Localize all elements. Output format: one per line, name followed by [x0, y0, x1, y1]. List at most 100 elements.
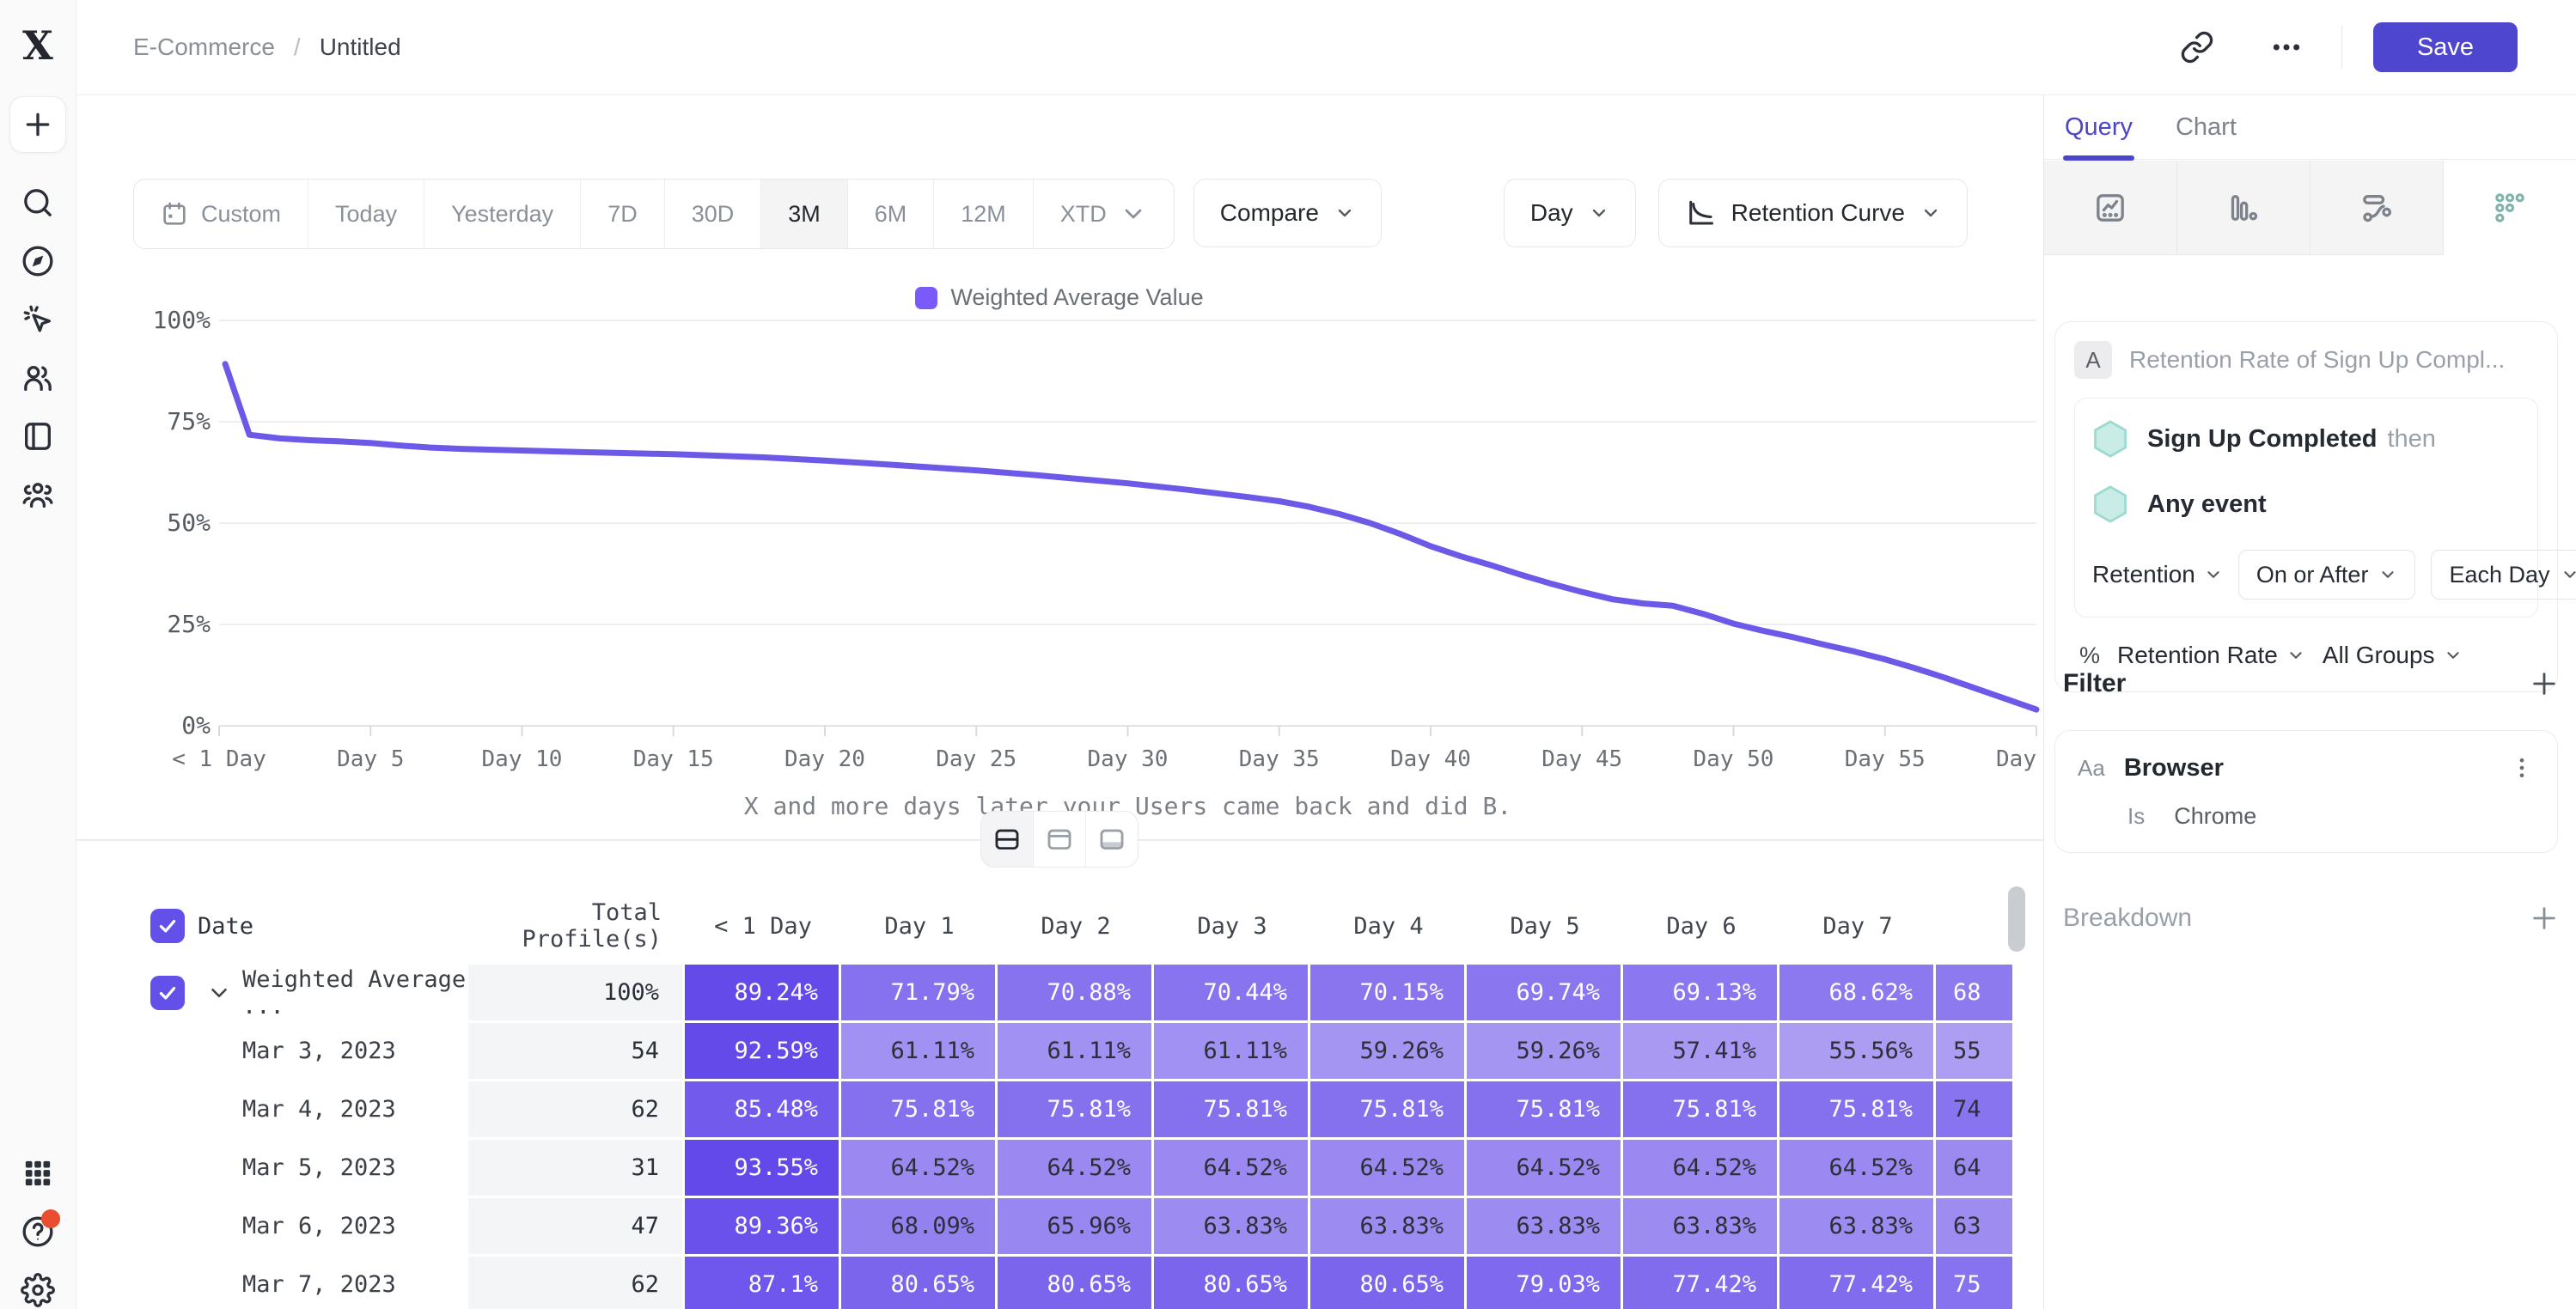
- groups-dropdown[interactable]: All Groups: [2323, 642, 2463, 669]
- breadcrumb-project[interactable]: E-Commerce: [133, 33, 275, 60]
- retention-cell[interactable]: 75.81%: [1467, 1081, 1623, 1137]
- retention-cell[interactable]: 65.96%: [998, 1198, 1154, 1254]
- retention-cell[interactable]: 74: [1936, 1081, 2015, 1137]
- retention-cell[interactable]: 64: [1936, 1140, 2015, 1196]
- retention-cell[interactable]: 68.09%: [841, 1198, 998, 1254]
- sidebar-button-plus[interactable]: [9, 96, 66, 153]
- retention-cell[interactable]: 70.15%: [1310, 965, 1467, 1020]
- table-row[interactable]: Mar 7, 2023 62 87.1% 80.65% 80.65% 80.65% 80.6…: [76, 1257, 2015, 1309]
- range-option-today[interactable]: Today: [308, 180, 425, 248]
- breadcrumb-current[interactable]: Untitled: [319, 33, 401, 60]
- retention-cell[interactable]: 77.42%: [1779, 1257, 1936, 1309]
- sidebar-button-library[interactable]: [14, 412, 62, 460]
- range-option-30d[interactable]: 30D: [665, 180, 762, 248]
- table-row[interactable]: Mar 3, 2023 54 92.59% 61.11% 61.11% 61.11% 59.…: [76, 1023, 2015, 1079]
- retention-cell[interactable]: 75.81%: [841, 1081, 998, 1137]
- event-b-row[interactable]: Any event: [2092, 484, 2520, 524]
- filter-card[interactable]: Aa Browser Is Chrome: [2054, 730, 2558, 853]
- top-panel-view-toggle[interactable]: [1034, 812, 1086, 867]
- column-header-day-2[interactable]: Day 2: [1041, 912, 1111, 940]
- range-option-xtd[interactable]: XTD: [1034, 180, 1174, 248]
- chart-type-tab-insights-chart[interactable]: [2044, 161, 2177, 255]
- retention-cell[interactable]: 77.42%: [1623, 1257, 1779, 1309]
- chart-type-tab-flows-chart[interactable]: [2310, 161, 2444, 255]
- retention-cell[interactable]: 64.52%: [998, 1140, 1154, 1196]
- retention-cell[interactable]: 89.36%: [685, 1198, 841, 1254]
- range-option-yesterday[interactable]: Yesterday: [424, 180, 582, 248]
- sidebar-button-compass[interactable]: [14, 237, 62, 285]
- retention-cell[interactable]: 79.03%: [1467, 1257, 1623, 1309]
- sidebar-button-apps-grid[interactable]: [14, 1149, 62, 1197]
- column-header-day-7[interactable]: Day 7: [1822, 912, 1893, 940]
- row-checkbox[interactable]: [150, 909, 185, 943]
- range-option-7d[interactable]: 7D: [581, 180, 665, 248]
- retention-cell[interactable]: 61.11%: [1154, 1023, 1310, 1079]
- retention-cell[interactable]: 63: [1936, 1198, 2015, 1254]
- expand-row-icon[interactable]: [206, 980, 232, 1006]
- retention-cell[interactable]: 87.1%: [685, 1257, 841, 1309]
- range-option-3m[interactable]: 3M: [761, 180, 848, 248]
- retention-line-chart[interactable]: 100% 75% 50% 25% 0% < 1 Day Day 5 Day 10 Day 15 D…: [76, 292, 2043, 825]
- column-header-day-5[interactable]: Day 5: [1510, 912, 1580, 940]
- table-row[interactable]: Weighted Average ... 100% 89.24% 71.79% 70.8…: [76, 965, 2015, 1020]
- retention-cell[interactable]: 80.65%: [1154, 1257, 1310, 1309]
- retention-cell[interactable]: 63.83%: [1467, 1198, 1623, 1254]
- retention-cell[interactable]: 64.52%: [1779, 1140, 1936, 1196]
- retention-cell[interactable]: 93.55%: [685, 1140, 841, 1196]
- retention-cell[interactable]: 59.26%: [1467, 1023, 1623, 1079]
- retention-cell[interactable]: 64.52%: [1467, 1140, 1623, 1196]
- retention-cell[interactable]: 80.65%: [841, 1257, 998, 1309]
- range-option-12m[interactable]: 12M: [934, 180, 1034, 248]
- column-header-day-1[interactable]: Day 1: [884, 912, 955, 940]
- retention-cell[interactable]: 75.81%: [998, 1081, 1154, 1137]
- retention-cell[interactable]: 64.52%: [1310, 1140, 1467, 1196]
- retention-cell[interactable]: 63.83%: [1779, 1198, 1936, 1254]
- retention-cell[interactable]: 75.81%: [1310, 1081, 1467, 1137]
- event-a-row[interactable]: Sign Up Completed then: [2092, 419, 2520, 459]
- range-option-6m[interactable]: 6M: [848, 180, 935, 248]
- column-header-day-3[interactable]: Day 3: [1197, 912, 1267, 940]
- retention-cell[interactable]: 55.56%: [1779, 1023, 1936, 1079]
- chart-type-tab-retention-chart[interactable]: [2444, 161, 2576, 255]
- column-header-date[interactable]: Date: [198, 912, 254, 940]
- retention-window-dropdown[interactable]: On or After: [2237, 550, 2416, 600]
- retention-cell[interactable]: 68: [1936, 965, 2015, 1020]
- copy-link-icon[interactable]: [2173, 23, 2221, 71]
- range-option-custom[interactable]: Custom: [134, 180, 309, 248]
- retention-cell[interactable]: 89.24%: [685, 965, 841, 1020]
- panel-tab-query[interactable]: Query: [2063, 95, 2134, 161]
- app-logo-icon[interactable]: X: [22, 22, 53, 69]
- retention-cell[interactable]: 70.44%: [1154, 965, 1310, 1020]
- retention-cell[interactable]: 75.81%: [1779, 1081, 1936, 1137]
- retention-cell[interactable]: 92.59%: [685, 1023, 841, 1079]
- sidebar-button-settings[interactable]: [14, 1266, 62, 1309]
- measure-dropdown[interactable]: Retention Rate: [2117, 642, 2305, 669]
- granularity-dropdown[interactable]: Day: [1503, 179, 1636, 247]
- add-breakdown-icon[interactable]: [2530, 904, 2559, 933]
- chart-type-tab-bar-chart[interactable]: [2177, 161, 2310, 255]
- retention-cell[interactable]: 61.11%: [841, 1023, 998, 1079]
- column-header-day-4[interactable]: Day 4: [1353, 912, 1424, 940]
- chart-legend[interactable]: Weighted Average Value: [76, 284, 2043, 311]
- retention-cell[interactable]: 61.11%: [998, 1023, 1154, 1079]
- sidebar-button-search[interactable]: [14, 179, 62, 227]
- retention-cell[interactable]: 64.52%: [1623, 1140, 1779, 1196]
- panel-tab-chart[interactable]: Chart: [2175, 113, 2237, 141]
- retention-cell[interactable]: 69.74%: [1467, 965, 1623, 1020]
- retention-cell[interactable]: 59.26%: [1310, 1023, 1467, 1079]
- compare-button[interactable]: Compare: [1193, 179, 1382, 247]
- retention-cell[interactable]: 55: [1936, 1023, 2015, 1079]
- table-row[interactable]: Mar 5, 2023 31 93.55% 64.52% 64.52% 64.52% 64.…: [76, 1140, 2015, 1196]
- column-header-day-6[interactable]: Day 6: [1666, 912, 1737, 940]
- retention-cell[interactable]: 68.62%: [1779, 965, 1936, 1020]
- column-header-total-profiles[interactable]: Total Profile(s): [522, 899, 662, 953]
- row-checkbox[interactable]: [150, 975, 185, 1010]
- retention-cell[interactable]: 69.13%: [1623, 965, 1779, 1020]
- retention-cell[interactable]: 75.81%: [1154, 1081, 1310, 1137]
- sidebar-button-team[interactable]: [14, 471, 62, 519]
- retention-cell[interactable]: 64.52%: [1154, 1140, 1310, 1196]
- chart-type-dropdown[interactable]: Retention Curve: [1657, 179, 1968, 247]
- bottom-panel-view-toggle[interactable]: [1086, 812, 1138, 867]
- step-title[interactable]: Retention Rate of Sign Up Compl...: [2129, 346, 2506, 373]
- table-row[interactable]: Mar 4, 2023 62 85.48% 75.81% 75.81% 75.81% 75.…: [76, 1081, 2015, 1137]
